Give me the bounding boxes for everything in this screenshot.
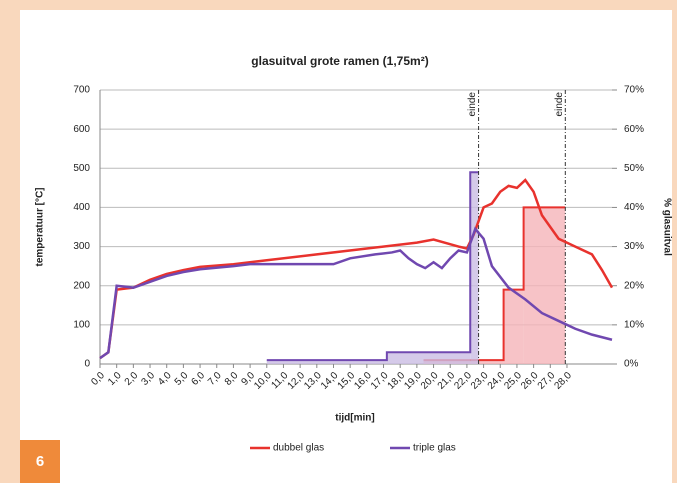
y-tick-label: 0 — [84, 359, 90, 370]
uitval-area — [523, 207, 566, 364]
temperature-line — [99, 178, 614, 360]
legend-label: triple glas — [413, 443, 456, 454]
y2-tick-label: 40% — [624, 202, 644, 213]
uitval-step — [266, 171, 479, 362]
y2-tick-label: 20% — [624, 280, 644, 291]
y2-tick-label: 50% — [624, 163, 644, 174]
uitval-step — [423, 206, 566, 362]
annotation-label: einde — [467, 92, 478, 117]
y2-tick-label: 0% — [624, 359, 639, 370]
uitval-area — [266, 360, 387, 364]
y-tick-label: 300 — [73, 241, 90, 252]
y2-tick-label: 30% — [624, 241, 644, 252]
y-tick-label: 600 — [73, 124, 90, 135]
y-tick-label: 200 — [73, 280, 90, 291]
y-tick-label: 700 — [73, 85, 90, 96]
page-number: 6 — [36, 453, 44, 470]
uitval-area — [386, 352, 471, 364]
uitval-area — [470, 172, 479, 364]
y2-tick-label: 60% — [624, 124, 644, 135]
uitval-area — [503, 289, 524, 364]
y2-tick-label: 70% — [624, 85, 644, 96]
page-badge — [20, 440, 60, 483]
temperature-line — [99, 226, 613, 360]
y-tick-label: 500 — [73, 163, 90, 174]
y-tick-label: 400 — [73, 202, 90, 213]
chart-title: glasuitval grote ramen (1,75m²) — [251, 54, 428, 68]
y2-axis-label: % glasuitval — [661, 198, 672, 256]
y-axis-label: temperatuur [°C] — [35, 187, 46, 266]
y2-tick-label: 10% — [624, 319, 644, 330]
annotation-label: einde — [554, 92, 565, 117]
y-tick-label: 100 — [73, 319, 90, 330]
legend-label: dubbel glas — [273, 443, 324, 454]
x-axis-label: tijd[min] — [335, 413, 374, 424]
